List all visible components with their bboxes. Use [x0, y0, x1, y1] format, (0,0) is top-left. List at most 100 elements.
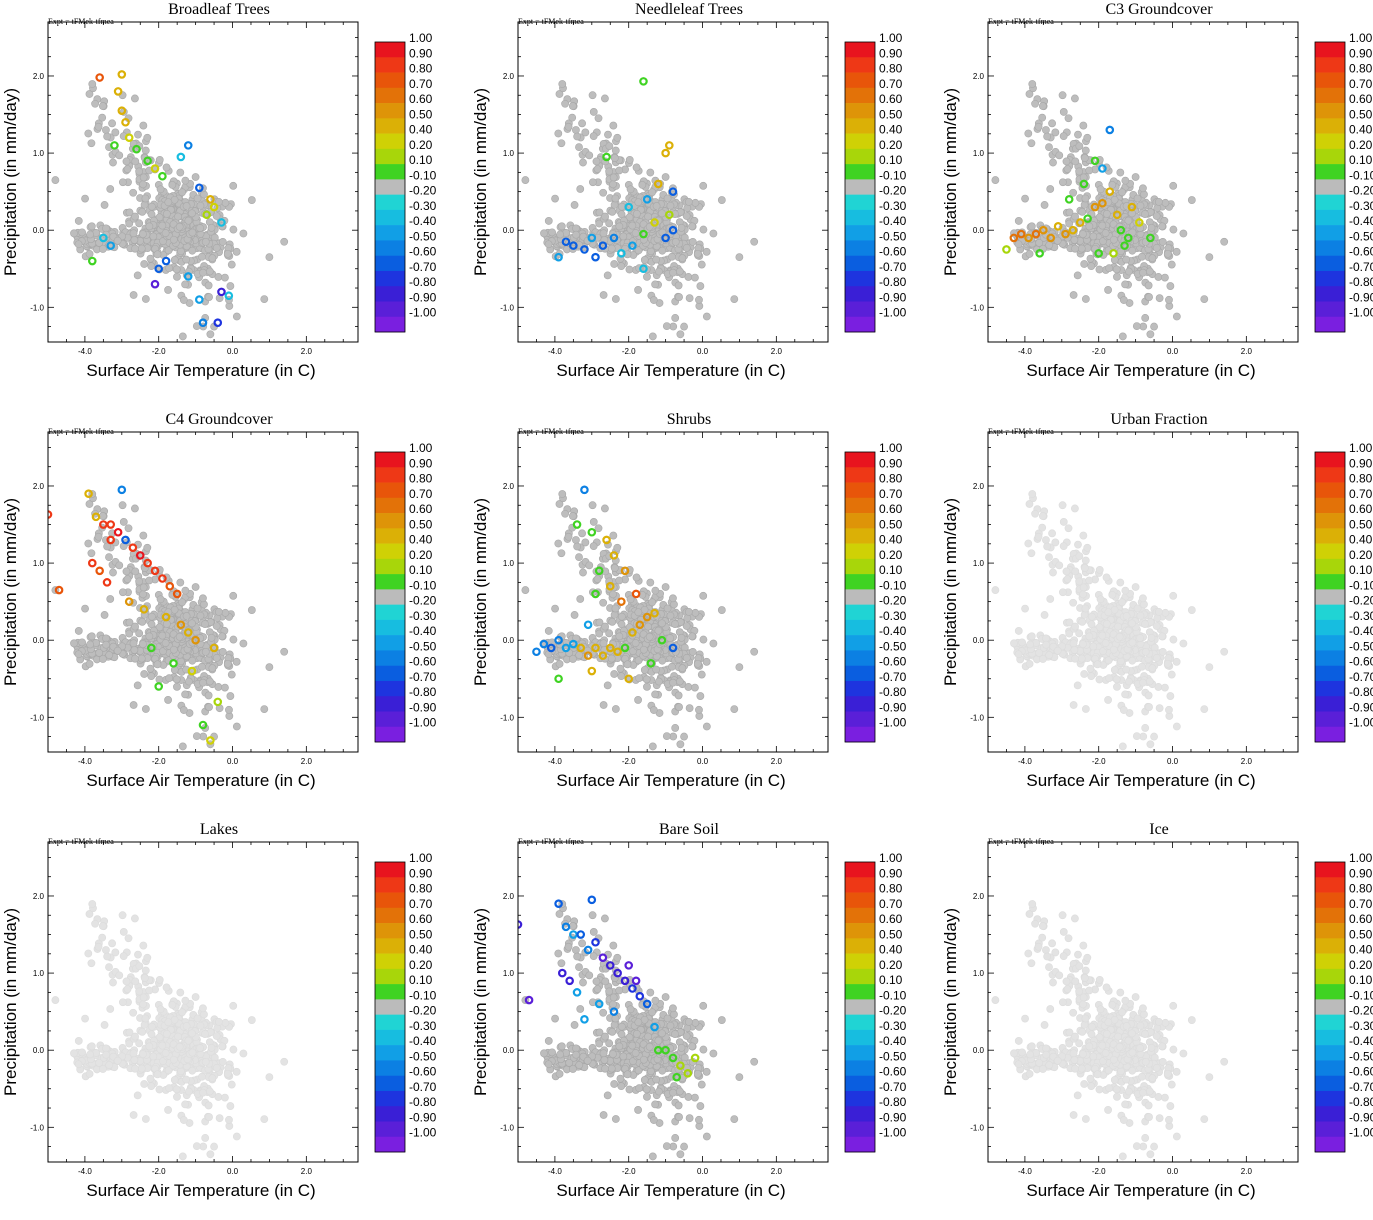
x-tick-label: 0.0	[697, 757, 709, 766]
y-tick-label: 0.0	[973, 636, 985, 645]
scatter-point	[148, 211, 155, 218]
scatter-point	[572, 536, 579, 543]
scatter-point	[680, 323, 687, 330]
scatter-point	[1113, 266, 1120, 273]
scatter-point	[558, 140, 565, 147]
scatter-point	[1188, 196, 1195, 203]
colorbar-swatch	[845, 301, 875, 317]
colorbar-label: 0.70	[879, 77, 903, 91]
scatter-point	[166, 675, 173, 682]
scatter-point	[1138, 253, 1145, 260]
scatter-point	[565, 533, 572, 540]
colorbar-label: 0.10	[1349, 153, 1373, 167]
scatter-point	[644, 623, 651, 630]
scatter-point	[575, 144, 582, 151]
scatter-point	[992, 586, 999, 593]
scatter-point	[1132, 173, 1139, 180]
scatter-point	[571, 201, 578, 208]
scatter-point	[81, 605, 88, 612]
colorbar-swatch	[1315, 317, 1345, 333]
scatter-point	[119, 179, 126, 186]
colorbar-swatch	[1315, 164, 1345, 180]
chart-title: C4 Groundcover	[165, 411, 273, 428]
colorbar-label: -0.10	[879, 168, 907, 182]
colorbar-swatch	[1315, 635, 1345, 651]
scatter-point	[635, 609, 642, 616]
highlight-point	[126, 134, 132, 140]
scatter-point	[658, 210, 665, 217]
scatter-point	[612, 195, 619, 202]
scatter-point	[1015, 651, 1022, 658]
scatter-point	[1099, 222, 1106, 229]
colorbar-label: 0.20	[409, 548, 433, 562]
scatter-point	[633, 210, 640, 217]
highlight-point	[666, 142, 672, 148]
scatter-point	[1188, 606, 1195, 613]
scatter-point	[85, 130, 92, 137]
highlight-point	[156, 683, 162, 689]
colorbar-label: 0.80	[879, 472, 903, 486]
scatter-point	[614, 544, 621, 551]
colorbar-swatch	[1315, 256, 1345, 272]
scatter-point	[150, 233, 157, 240]
scatter-point	[131, 505, 138, 512]
y-tick-label: 2.0	[33, 72, 45, 81]
scatter-point	[590, 133, 597, 140]
scatter-point	[1103, 210, 1110, 217]
scatter-point	[604, 131, 611, 138]
scatter-point	[1136, 634, 1143, 641]
scatter-point	[1167, 282, 1174, 289]
scatter-point	[1139, 679, 1146, 686]
scatter-point	[1088, 621, 1095, 628]
scatter-point	[578, 530, 585, 537]
scatter-point	[182, 177, 189, 184]
scatter-point	[230, 592, 237, 599]
y-tick-label: 0.0	[973, 226, 985, 235]
scatter-point	[138, 655, 145, 662]
scatter-point	[680, 733, 687, 740]
scatter-point	[209, 255, 216, 262]
scatter-point	[1173, 248, 1180, 255]
x-tick-label: 0.0	[1167, 757, 1179, 766]
scatter-point	[1087, 665, 1094, 672]
scatter-point	[205, 293, 212, 300]
highlight-point	[533, 649, 539, 655]
colorbar-swatch	[845, 240, 875, 256]
colorbar-label: -0.80	[409, 275, 437, 289]
colorbar-swatch	[1315, 452, 1345, 468]
scatter-point	[672, 238, 679, 245]
scatter-point	[139, 181, 146, 188]
colorbar-label: -0.20	[879, 594, 907, 608]
scatter-point	[659, 247, 666, 254]
y-tick-label: 0.0	[503, 636, 515, 645]
scatter-point	[215, 683, 222, 690]
scatter-point	[163, 210, 170, 217]
scatter-point	[173, 273, 180, 280]
scatter-point	[653, 666, 660, 673]
scatter-point	[992, 176, 999, 183]
scatter-point	[1078, 245, 1085, 252]
highlight-point	[215, 699, 221, 705]
scatter-point	[1071, 505, 1078, 512]
scatter-point	[540, 230, 547, 237]
y-tick-label: -1.0	[970, 713, 984, 722]
scatter-point	[202, 238, 209, 245]
highlight-point	[115, 88, 121, 94]
colorbar-swatch	[375, 179, 405, 195]
scatter-point	[1063, 568, 1070, 575]
scatter-point	[219, 648, 226, 655]
scatter-point	[685, 198, 692, 205]
colorbar-swatch	[375, 574, 405, 590]
scatter-point	[196, 224, 203, 231]
scatter-point	[626, 266, 633, 273]
scatter-point	[233, 1068, 240, 1075]
y-tick-label: 2.0	[503, 72, 515, 81]
highlight-point	[178, 154, 184, 160]
colorbar-swatch	[845, 57, 875, 73]
scatter-point	[676, 268, 683, 275]
highlight-point	[574, 521, 580, 527]
scatter-point	[123, 568, 130, 575]
highlight-point	[159, 575, 165, 581]
scatter-point	[209, 665, 216, 672]
